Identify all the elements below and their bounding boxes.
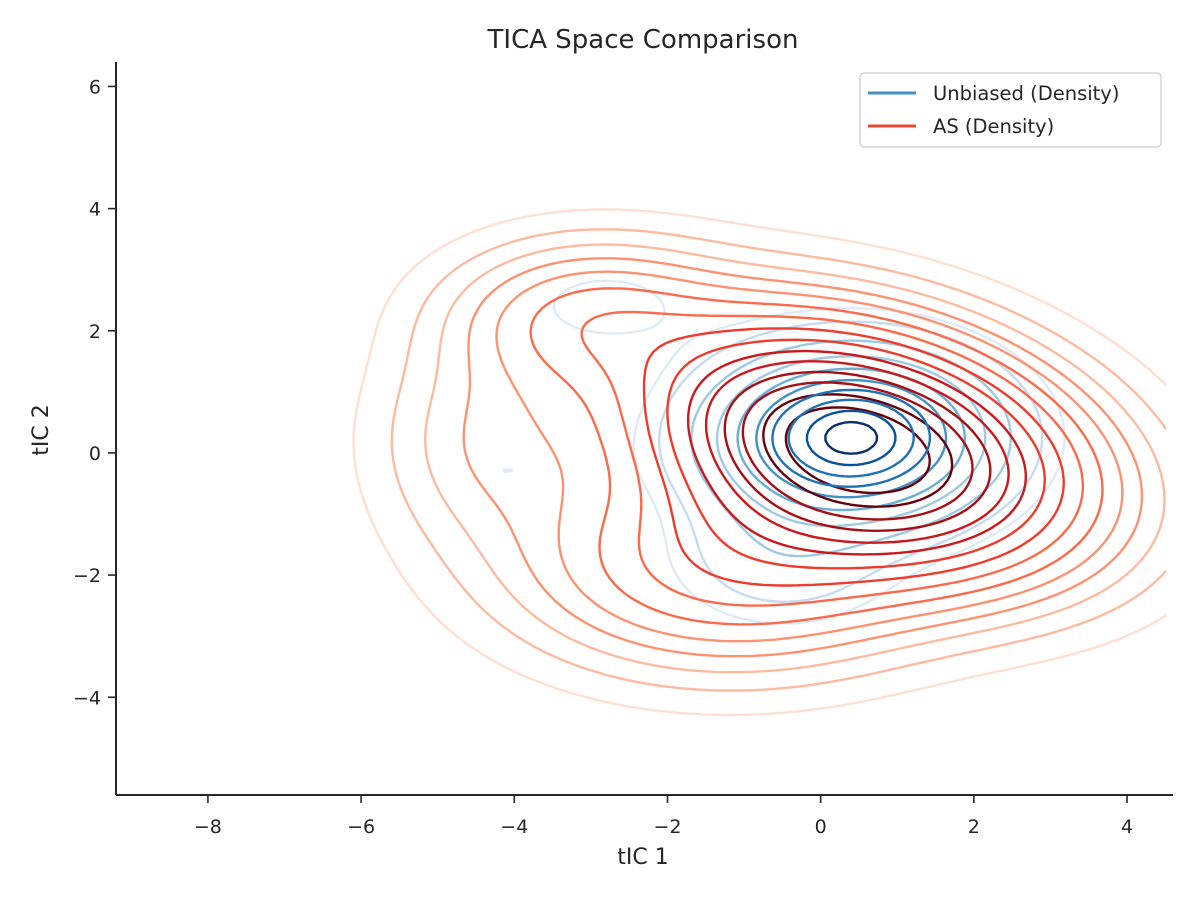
as-density-contour-level [352,208,1167,717]
unbiased-density-contours [502,279,1066,625]
x-axis-label: tIC 1 [617,845,668,870]
as-density-contour-level [762,393,954,508]
x-ticks: −8 −6 −4 −2 0 2 4 [194,795,1133,838]
y-axis-label: tIC 2 [29,404,54,455]
legend-frame [859,72,1162,148]
unbiased-density-contour-level [787,398,915,478]
y-tick-label: 0 [89,443,101,465]
x-tick-label: −6 [347,816,375,838]
as-density-contour-level [741,381,974,521]
as-density-contours [352,208,1167,717]
y-ticks: −4 −2 0 2 4 6 [73,76,116,709]
x-tick-label: −4 [500,816,528,838]
as-density-contour-level [390,228,1167,692]
unbiased-density-contour-level [824,420,879,455]
legend-label-unbiased: Unbiased (Density) [933,82,1119,105]
unbiased-density-contour-level [805,409,897,467]
y-tick-label: −2 [73,565,101,587]
y-tick-label: 2 [89,321,101,343]
as-density-contour-level [686,349,1027,556]
axes: −8 −6 −4 −2 0 2 4 −4 −2 0 2 4 6 [73,62,1173,838]
as-density-contour-level [723,370,992,532]
legend: Unbiased (Density) AS (Density) [859,72,1162,148]
y-tick-label: 6 [89,76,101,98]
unbiased-density-core-contours [771,388,932,488]
as-density-contour-level [462,257,1144,658]
x-tick-label: −8 [194,816,222,838]
chart-title: TICA Space Comparison [487,25,799,55]
as-density-contour-level [580,310,1085,607]
y-tick-label: 4 [89,199,101,221]
x-tick-label: 0 [815,816,827,838]
x-tick-label: −2 [653,816,681,838]
x-tick-label: 2 [968,816,980,838]
as-density-contour-level [424,243,1166,674]
as-density-contour-level [704,360,1010,544]
as-density-contour-level [529,287,1104,626]
unbiased-density-contour-level [755,378,948,499]
as-density-contour-level [495,270,1124,643]
y-tick-label: −4 [73,687,101,709]
as-density-contour-level [666,338,1046,570]
unbiased-density-contour-level [771,388,932,488]
as-density-contour-level [784,406,931,495]
as-density-contour-level [642,327,1065,587]
x-tick-label: 4 [1121,816,1133,838]
legend-label-as: AS (Density) [933,115,1054,138]
